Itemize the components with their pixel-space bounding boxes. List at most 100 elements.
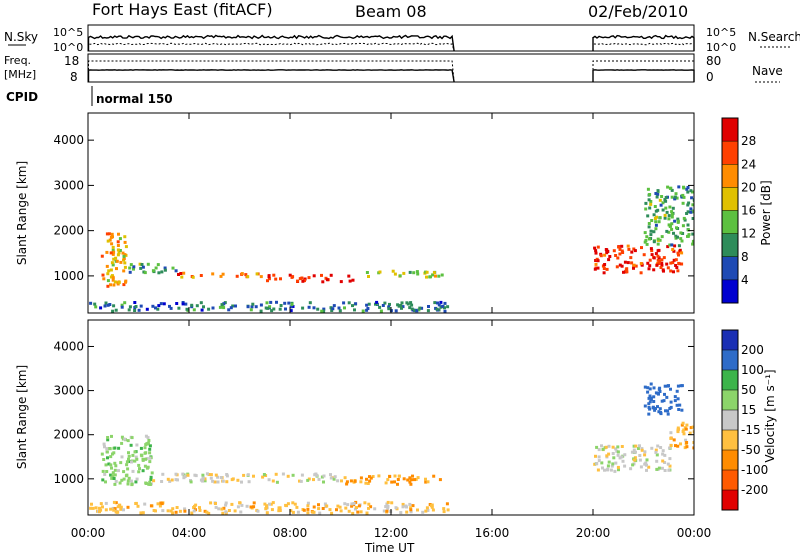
range-cell-0-1-8 (132, 267, 135, 271)
range-cell-1-6-159 (122, 508, 125, 512)
range-cell-1-4-33 (653, 408, 657, 412)
range-cell-0-5-84 (639, 271, 643, 275)
range-cell-0-4-6 (412, 271, 416, 275)
range-cell-0-7-68 (250, 305, 254, 309)
range-cell-1-6-191 (306, 511, 310, 515)
range-cell-1-5-8 (689, 426, 693, 430)
range-cell-1-6-170 (416, 508, 419, 512)
range-cell-0-7-116 (312, 306, 316, 310)
x-tick-label-0: 00:00 (71, 526, 106, 540)
range-cell-1-6-6 (221, 511, 225, 515)
nave-tick-low: 0 (706, 70, 714, 84)
range-cell-1-3-95 (606, 464, 610, 468)
range-cell-1-6-176 (245, 504, 249, 508)
range-cell-1-2-31 (406, 478, 410, 482)
range-cell-1-3-89 (600, 461, 604, 465)
range-cell-1-6-9 (149, 504, 153, 508)
range-cell-1-1-3 (207, 473, 211, 476)
range-cell-1-0-73 (148, 447, 152, 451)
colorbar-tick-label-1-4: -15 (741, 423, 761, 437)
range-cell-0-1-18 (154, 266, 158, 270)
range-cell-0-0-27 (111, 252, 115, 256)
range-cell-0-7-113 (272, 307, 276, 311)
range-cell-1-6-62 (227, 509, 231, 512)
freq-tick-high: 18 (64, 54, 79, 68)
range-cell-0-7-124 (156, 307, 160, 311)
range-cell-0-6-3 (654, 223, 658, 227)
range-cell-1-0-22 (106, 456, 109, 460)
range-cell-1-6-22 (409, 510, 413, 514)
range-cell-0-7-142 (278, 307, 282, 311)
range-cell-0-5-16 (618, 247, 622, 251)
range-cell-1-0-27 (127, 454, 131, 458)
range-cell-1-2-24 (349, 479, 353, 483)
range-cell-1-3-65 (650, 446, 654, 450)
range-cell-0-5-99 (640, 263, 644, 267)
range-cell-1-0-80 (133, 450, 137, 454)
range-cell-0-0-29 (109, 235, 113, 239)
range-cell-1-3-56 (668, 464, 672, 468)
range-cell-0-5-72 (632, 263, 636, 267)
range-cell-0-4-9 (431, 273, 435, 277)
range-cell-0-5-25 (626, 244, 630, 248)
range-cell-0-3-22 (279, 277, 282, 281)
range-cell-1-3-13 (638, 454, 642, 457)
range-cell-1-6-169 (109, 507, 113, 511)
range-cell-0-5-33 (602, 267, 606, 270)
range-cell-0-2-15 (191, 275, 195, 279)
range-cell-1-6-167 (175, 506, 179, 509)
range-cell-0-0-34 (123, 253, 127, 257)
range-cell-1-3-26 (603, 468, 606, 472)
range-cell-0-0-19 (114, 256, 118, 260)
range-cell-1-0-53 (148, 483, 152, 486)
range-cell-1-0-12 (144, 481, 148, 485)
range-cell-1-1-21 (168, 479, 172, 483)
range-cell-0-6-53 (689, 207, 693, 211)
range-cell-0-2-6 (244, 273, 248, 277)
range-cell-0-7-133 (114, 308, 118, 312)
colorbar-seg-1-3 (722, 390, 738, 411)
range-cell-0-7-73 (181, 302, 185, 306)
range-cell-0-3-21 (348, 279, 352, 283)
range-cell-1-3-87 (607, 444, 611, 448)
range-cell-0-7-27 (332, 304, 336, 308)
range-cell-1-6-78 (321, 507, 325, 510)
range-cell-1-3-10 (655, 453, 659, 457)
range-cell-1-6-81 (355, 506, 358, 509)
range-cell-0-4-14 (432, 271, 436, 275)
range-cell-0-7-111 (330, 309, 334, 312)
colorbar-tick-label-0-1: 8 (741, 250, 749, 264)
range-cell-1-0-107 (111, 474, 115, 478)
range-cell-1-0-74 (146, 465, 150, 469)
range-cell-0-7-158 (366, 307, 370, 310)
range-cell-0-1-5 (138, 262, 142, 266)
range-cell-1-6-93 (94, 506, 98, 510)
range-cell-1-4-19 (675, 389, 679, 393)
range-cell-0-4-24 (408, 270, 412, 274)
range-cell-0-2-4 (259, 275, 263, 279)
range-cell-0-6-80 (649, 233, 653, 237)
range-cell-1-6-3 (295, 505, 299, 509)
range-cell-1-0-117 (113, 446, 117, 450)
range-cell-0-7-88 (342, 301, 346, 305)
range-cell-1-2-5 (408, 476, 412, 480)
colorbar-seg-1-2 (722, 370, 738, 391)
range-cell-1-6-173 (409, 508, 413, 512)
range-cell-0-0-54 (111, 245, 115, 249)
range-cell-1-3-76 (663, 453, 667, 457)
range-cell-1-6-83 (104, 501, 108, 505)
range-cell-1-0-69 (135, 443, 139, 447)
colorbar-seg-0-0 (722, 118, 738, 142)
velocity-colorbar: 200 100 50 15 -15 -50 -100 -200 (721, 329, 768, 511)
range-cell-0-7-118 (443, 301, 447, 305)
range-cell-1-0-45 (131, 453, 135, 457)
range-cell-0-6-8 (691, 232, 694, 236)
range-cell-1-3-52 (655, 467, 659, 471)
range-cell-1-0-1 (101, 469, 105, 473)
range-cell-1-6-158 (192, 509, 196, 513)
range-cell-1-3-71 (616, 453, 620, 457)
range-cell-1-0-61 (105, 447, 109, 451)
range-cell-0-0-8 (105, 250, 109, 254)
range-cell-0-7-20 (127, 308, 131, 312)
range-cell-1-6-142 (365, 511, 369, 515)
